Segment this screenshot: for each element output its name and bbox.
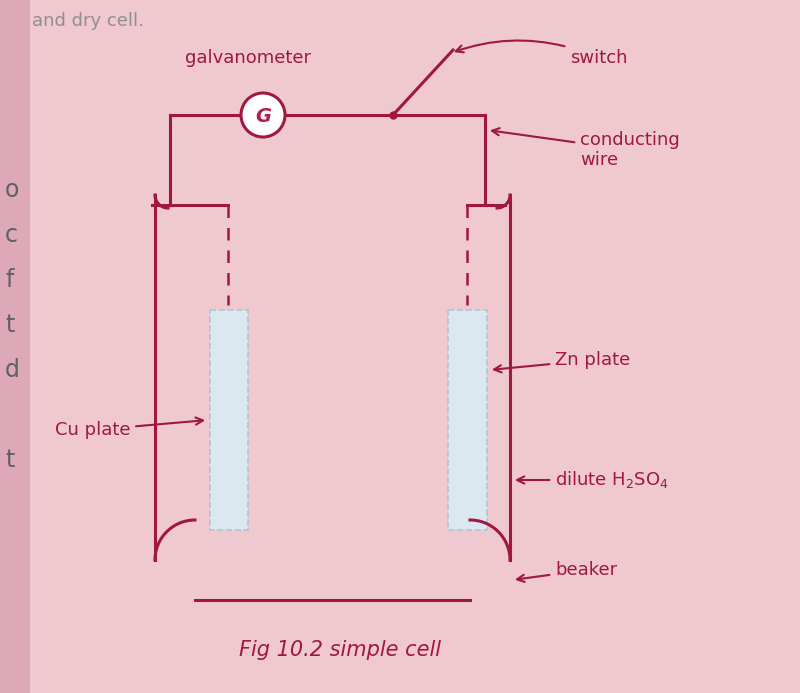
Bar (448, 310, 487, 530)
Text: conducting
wire: conducting wire (492, 128, 680, 169)
Text: Zn plate: Zn plate (494, 351, 630, 372)
Circle shape (241, 93, 285, 137)
Text: f: f (5, 268, 14, 292)
Text: G: G (255, 107, 271, 125)
Text: galvanometer: galvanometer (185, 49, 311, 67)
Text: dilute H$_2$SO$_4$: dilute H$_2$SO$_4$ (517, 469, 669, 491)
Text: t: t (5, 448, 14, 472)
Text: Cu plate: Cu plate (55, 417, 203, 439)
Text: t: t (5, 313, 14, 337)
Text: and dry cell.: and dry cell. (32, 12, 144, 30)
Text: d: d (5, 358, 20, 382)
Text: o: o (5, 178, 19, 202)
Text: c: c (5, 223, 18, 247)
Text: switch: switch (456, 40, 627, 67)
Bar (0, 0, 30, 693)
Bar (210, 310, 248, 530)
Text: beaker: beaker (517, 561, 617, 582)
Text: Fig 10.2 simple cell: Fig 10.2 simple cell (239, 640, 441, 660)
